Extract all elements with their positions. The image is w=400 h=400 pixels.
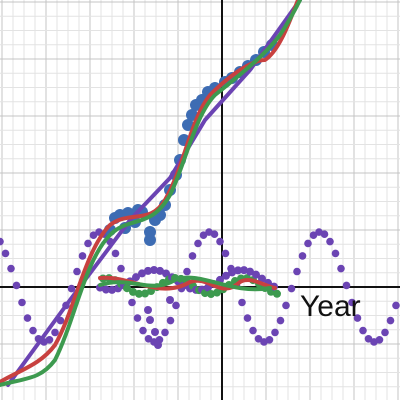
- purple-dot: [353, 314, 362, 322]
- purple-dot: [386, 316, 395, 325]
- purple-dot: [265, 335, 274, 344]
- purple-dot: [249, 326, 257, 335]
- purple-residual-dot: [144, 306, 152, 314]
- green-residual-dot: [129, 287, 137, 296]
- purple-residual-dot: [138, 269, 146, 278]
- purple-dot: [221, 249, 230, 258]
- purple-dot: [111, 249, 120, 258]
- purple-dot: [254, 335, 263, 343]
- purple-residual-dot: [234, 266, 242, 275]
- purple-residual-dot: [144, 266, 152, 275]
- purple-dot: [51, 328, 59, 337]
- purple-dot: [84, 239, 92, 248]
- purple-residual-dot: [162, 269, 170, 278]
- purple-dot: [139, 326, 147, 335]
- purple-dot: [293, 267, 301, 276]
- green-residual: [98, 275, 272, 292]
- purple-dot: [89, 231, 98, 239]
- purple-dot: [381, 328, 389, 337]
- purple-dot: [1, 249, 10, 258]
- purple-dot: [23, 314, 32, 322]
- green-residual-dot: [123, 284, 131, 293]
- purple-residual-dot: [228, 268, 236, 277]
- purple-dot: [320, 230, 329, 239]
- purple-dot: [73, 267, 81, 276]
- purple-dot: [282, 301, 290, 310]
- purple-dot: [210, 230, 219, 239]
- purple-dot: [45, 335, 54, 344]
- purple-dot: [337, 264, 345, 273]
- purple-dot: [309, 231, 318, 239]
- purple-dot: [348, 298, 356, 307]
- purple-dot: [216, 237, 224, 246]
- purple-dot: [0, 237, 4, 246]
- green-residual-dot: [273, 289, 281, 298]
- purple-dot: [183, 267, 191, 276]
- purple-residual-dot: [154, 341, 162, 349]
- purple-dot: [144, 335, 153, 343]
- purple-dot: [298, 252, 307, 260]
- green-curve: [0, 0, 302, 387]
- purple-residual-dot: [151, 328, 159, 336]
- purple-residual-dot: [222, 271, 230, 280]
- purple-dot: [304, 239, 312, 248]
- purple-residual-dot: [146, 316, 154, 324]
- purple-dot: [243, 314, 252, 322]
- green-residual-dot: [135, 289, 143, 298]
- purple-residual-dot: [150, 266, 158, 275]
- purple-dot: [78, 252, 87, 260]
- green-residual-dot: [207, 289, 215, 298]
- purple-dot: [276, 316, 285, 325]
- purple-dot: [359, 326, 367, 335]
- x-axis-label: Year: [300, 290, 361, 323]
- purple-dot: [194, 239, 202, 248]
- purple-dot: [271, 328, 279, 337]
- blue-dot: [144, 226, 156, 238]
- purple-dot: [67, 284, 76, 293]
- purple-residual-dot: [246, 267, 254, 276]
- purple-dot: [287, 284, 296, 293]
- purple-dot: [161, 328, 169, 337]
- purple-dot: [238, 298, 246, 307]
- purple-dot: [392, 301, 400, 310]
- green-residual-dot: [141, 289, 149, 298]
- purple-residual-dot: [240, 266, 248, 275]
- purple-dot: [342, 281, 351, 290]
- purple-residual-dot: [258, 274, 266, 283]
- purple-dot: [188, 252, 197, 260]
- purple-residual-dot: [156, 266, 164, 275]
- purple-dot: [12, 281, 21, 290]
- purple-dot: [117, 264, 125, 273]
- purple-dot: [199, 231, 208, 239]
- purple-residual-dot: [132, 273, 140, 282]
- purple-dot: [331, 249, 340, 258]
- purple-dot: [18, 298, 26, 307]
- purple-dot: [172, 301, 180, 310]
- purple-curve: [6, 0, 302, 387]
- purple-dot: [364, 335, 373, 343]
- purple-residual-dot: [108, 285, 116, 294]
- purple-dot: [7, 264, 15, 273]
- green-residual-dot: [213, 288, 221, 297]
- purple-dot: [133, 314, 142, 322]
- purple-residual-dot: [102, 285, 110, 294]
- purple-dot: [375, 335, 384, 344]
- purple-dot: [128, 298, 136, 307]
- purple-residual-dot: [166, 296, 174, 304]
- purple-dot: [29, 326, 37, 335]
- purple-residual-dot: [252, 270, 260, 279]
- purple-dot: [326, 237, 334, 246]
- purple-dot: [166, 316, 175, 325]
